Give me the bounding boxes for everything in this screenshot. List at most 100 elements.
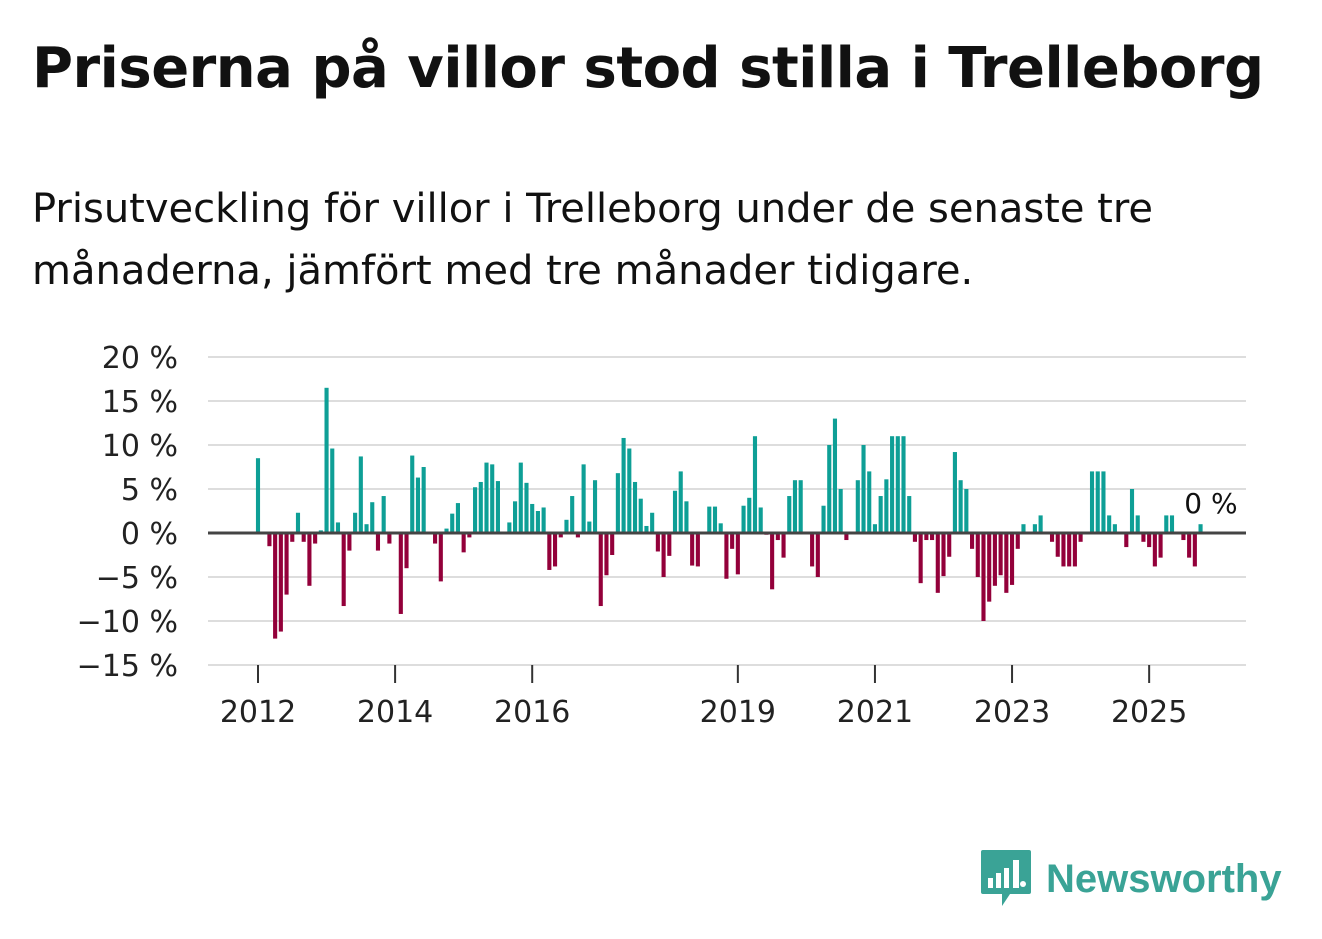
- bar: [461, 533, 466, 553]
- bar: [370, 502, 375, 533]
- bar: [1055, 533, 1060, 557]
- latest-value-label: 0 %: [1184, 487, 1237, 520]
- bar: [473, 487, 478, 533]
- bar: [975, 533, 980, 577]
- bar: [970, 533, 975, 549]
- bar: [878, 496, 883, 533]
- bar: [444, 528, 449, 533]
- bar: [1078, 533, 1083, 542]
- bar: [758, 507, 763, 533]
- bar: [530, 503, 535, 533]
- bar: [958, 480, 963, 533]
- y-tick-label: 5 %: [121, 473, 178, 508]
- bar: [410, 455, 415, 533]
- bar: [455, 503, 460, 533]
- bar: [684, 501, 689, 533]
- bar: [672, 490, 678, 533]
- bar: [844, 533, 849, 541]
- bar: [907, 496, 912, 533]
- bar: [935, 533, 940, 593]
- x-tick-label: 2016: [494, 695, 570, 730]
- bar: [1049, 533, 1055, 542]
- bar: [433, 533, 438, 544]
- bar: [347, 533, 352, 551]
- bar: [712, 506, 718, 533]
- bar: [695, 533, 700, 567]
- bar: [1067, 533, 1072, 567]
- bar: [1198, 524, 1203, 533]
- bar: [941, 533, 946, 577]
- bar: [404, 533, 409, 569]
- bar: [644, 525, 649, 533]
- bar: [1112, 524, 1117, 533]
- bar: [1089, 471, 1095, 533]
- bar: [421, 467, 426, 533]
- bar: [752, 436, 758, 533]
- bar: [535, 511, 540, 533]
- bar: [901, 436, 906, 533]
- bar: [381, 496, 386, 533]
- bar: [775, 533, 780, 541]
- bar: [495, 481, 500, 533]
- y-axis-ticks: 20 % 15 % 10 % 5 % 0 % −5 % −10 % −15 %: [77, 341, 178, 684]
- bar: [324, 387, 329, 533]
- bar: [724, 533, 729, 579]
- bar: [450, 513, 455, 533]
- bar: [301, 533, 306, 542]
- bar: [290, 533, 295, 542]
- bar: [295, 512, 301, 533]
- bar: [650, 512, 655, 533]
- bar: [924, 533, 929, 541]
- chart-subtitle: Prisutveckling för villor i Trelleborg u…: [32, 186, 1154, 294]
- y-tick-label: 20 %: [102, 341, 178, 376]
- bar: [335, 522, 341, 533]
- bar: [341, 533, 346, 607]
- chart-title: Priserna på villor stod stilla i Trelleb…: [32, 36, 1264, 101]
- bar: [781, 533, 786, 558]
- bar: [1129, 489, 1135, 533]
- bar: [895, 436, 900, 533]
- bar: [741, 505, 746, 533]
- bar: [821, 505, 826, 533]
- bar: [627, 448, 632, 533]
- bar: [1152, 533, 1157, 567]
- bar: [284, 533, 289, 595]
- bar: [330, 448, 335, 533]
- y-tick-label: 0 %: [121, 517, 178, 552]
- y-tick-label: 15 %: [102, 385, 178, 420]
- bars: [255, 387, 1203, 639]
- x-axis-ticks: 2012 2014 2016 2019 2021 2023 2025: [220, 665, 1187, 730]
- bar: [992, 533, 997, 586]
- bar: [575, 533, 580, 538]
- bar: [353, 512, 358, 533]
- bar: [581, 464, 586, 533]
- bar: [1135, 515, 1140, 533]
- bar: [798, 480, 803, 533]
- bar: [1015, 533, 1020, 549]
- newsworthy-logo[interactable]: Newsworthy: [980, 848, 1282, 910]
- x-tick-label: 2014: [357, 695, 433, 730]
- bar: [438, 533, 443, 582]
- bar: [604, 533, 609, 576]
- bar: [615, 473, 620, 533]
- bar: [1181, 533, 1186, 541]
- bar: [1032, 524, 1037, 533]
- bar: [867, 471, 872, 533]
- bar: [661, 533, 666, 577]
- x-tick-label: 2025: [1111, 695, 1187, 730]
- x-tick-label: 2023: [974, 695, 1050, 730]
- bar: [364, 524, 369, 533]
- bar: [855, 480, 860, 533]
- y-tick-label: −5 %: [96, 561, 178, 596]
- y-tick-label: −15 %: [77, 649, 178, 684]
- x-tick-label: 2021: [837, 695, 913, 730]
- bar: [587, 521, 592, 533]
- bar: [1158, 533, 1163, 558]
- bar: [518, 462, 523, 533]
- bar: [541, 507, 546, 533]
- bar: [558, 533, 563, 538]
- bar: [467, 533, 472, 538]
- bar: [690, 533, 695, 566]
- bar: [273, 533, 278, 639]
